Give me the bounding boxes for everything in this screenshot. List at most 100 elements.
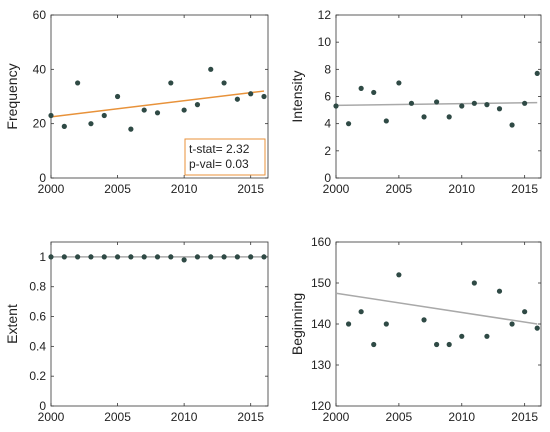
data-point xyxy=(471,100,477,106)
data-point xyxy=(154,110,161,116)
data-point xyxy=(75,254,81,260)
x-tick-label: 2010 xyxy=(448,410,475,424)
x-tick-label: 2000 xyxy=(323,182,350,196)
trend-line xyxy=(335,292,538,325)
data-point xyxy=(396,80,402,86)
stats-text: t-stat= 2.32 xyxy=(189,142,250,156)
y-tick-label: 130 xyxy=(311,358,331,372)
data-point xyxy=(141,254,147,260)
x-tick-label: 2005 xyxy=(104,410,131,424)
data-point xyxy=(534,325,540,331)
y-tick-label: 0.6 xyxy=(29,310,46,324)
y-tick-label: 0.4 xyxy=(29,339,46,353)
y-tick-label: 2 xyxy=(324,144,331,158)
y-tick-label: 20 xyxy=(33,117,47,131)
data-point xyxy=(194,102,201,108)
data-point xyxy=(345,321,352,327)
data-point xyxy=(168,254,174,260)
data-point xyxy=(534,70,540,77)
data-point xyxy=(141,107,147,113)
data-point xyxy=(421,114,427,120)
x-tick-label: 2015 xyxy=(511,182,538,196)
data-point xyxy=(88,254,94,260)
y-tick-label: 120 xyxy=(311,399,331,413)
x-tick-label: 2000 xyxy=(323,410,350,424)
x-tick-label: 2005 xyxy=(386,182,413,196)
stats-text: p-val= 0.03 xyxy=(189,157,249,171)
data-point xyxy=(434,99,440,105)
data-point xyxy=(446,114,452,120)
data-point xyxy=(194,254,201,260)
data-point xyxy=(509,321,515,327)
data-point xyxy=(459,103,465,109)
data-point xyxy=(522,309,528,315)
data-point xyxy=(128,254,134,260)
data-point xyxy=(383,321,389,327)
data-point xyxy=(61,123,67,129)
data-point xyxy=(48,254,54,260)
data-point xyxy=(48,112,54,119)
data-point xyxy=(208,66,214,72)
data-point xyxy=(446,341,452,348)
data-point xyxy=(114,93,121,100)
y-axis-label: Extent xyxy=(4,304,20,344)
x-tick-label: 2015 xyxy=(237,182,264,196)
data-point xyxy=(261,254,267,260)
data-point xyxy=(408,100,415,106)
data-point xyxy=(221,80,227,86)
y-axis-label: Beginning xyxy=(289,293,305,355)
data-point xyxy=(248,91,254,97)
y-axis-label: Frequency xyxy=(4,63,20,129)
x-tick-label: 2015 xyxy=(511,410,538,424)
data-point xyxy=(75,80,81,86)
x-tick-label: 2000 xyxy=(38,410,65,424)
data-point xyxy=(509,122,515,128)
data-point xyxy=(234,96,240,102)
data-point xyxy=(434,341,440,348)
data-point xyxy=(61,254,67,260)
data-point xyxy=(114,254,121,260)
plot-frame xyxy=(335,14,542,179)
y-tick-label: 0 xyxy=(324,171,331,185)
x-tick-label: 2000 xyxy=(38,182,65,196)
data-point xyxy=(154,254,161,260)
data-point xyxy=(168,80,174,86)
data-point xyxy=(371,89,377,96)
y-axis-label: Intensity xyxy=(289,70,305,122)
data-point xyxy=(471,280,477,286)
y-tick-label: 40 xyxy=(33,62,47,76)
y-tick-label: 160 xyxy=(311,235,331,249)
data-point xyxy=(128,126,134,132)
chart-panel-3: 2000 2005 2010 2015 0 0.2 0.4 0.6 0.8 1 Extent xyxy=(4,241,269,424)
data-point xyxy=(358,309,364,315)
plot-frame xyxy=(50,241,269,407)
y-tick-label: 10 xyxy=(318,35,332,49)
x-tick-label: 2010 xyxy=(171,182,198,196)
y-tick-label: 1 xyxy=(39,250,46,264)
x-tick-label: 2005 xyxy=(386,410,413,424)
x-tick-label: 2010 xyxy=(171,410,198,424)
trend-line xyxy=(50,90,265,118)
x-tick-label: 2015 xyxy=(237,410,264,424)
y-tick-label: 0 xyxy=(39,171,46,185)
data-point xyxy=(261,93,267,100)
data-point xyxy=(496,106,503,112)
x-tick-label: 2005 xyxy=(104,182,131,196)
plot-frame xyxy=(50,14,269,179)
y-tick-label: 12 xyxy=(318,8,332,22)
data-point xyxy=(88,121,94,127)
data-point xyxy=(234,254,240,260)
y-tick-label: 60 xyxy=(33,8,47,22)
data-point xyxy=(484,102,490,108)
data-point xyxy=(101,112,107,119)
chart-panel-2: 2000 2005 2010 2015 0 2 4 6 8 10 12 Intensity xyxy=(289,8,542,196)
chart-panel-4: 2000 2005 2010 2015 120 130 140 150 160 Beginning xyxy=(289,235,542,424)
y-tick-label: 0.2 xyxy=(29,369,46,383)
y-tick-label: 4 xyxy=(324,117,331,131)
y-tick-label: 0 xyxy=(39,399,46,413)
data-point xyxy=(496,288,503,294)
data-point xyxy=(181,257,187,263)
y-tick-label: 140 xyxy=(311,317,331,331)
y-tick-label: 150 xyxy=(311,276,331,290)
